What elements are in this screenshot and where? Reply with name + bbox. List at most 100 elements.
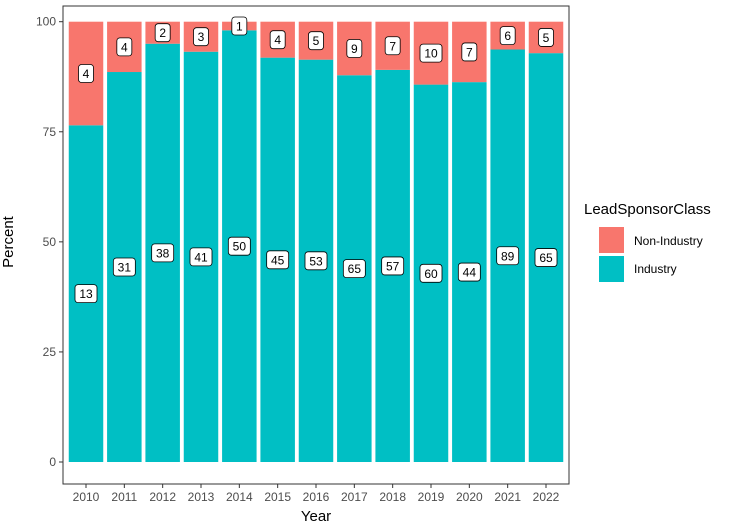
- data-label-box: [227, 236, 251, 256]
- data-label-box: [189, 247, 213, 267]
- y-tick-label: 0: [49, 455, 56, 469]
- data-label-value: 60: [424, 267, 438, 281]
- data-label-value: 4: [121, 40, 128, 54]
- y-axis: 0 25 50 75 100: [36, 15, 63, 469]
- data-label-non-industry-2012: 2: [154, 23, 171, 43]
- data-label-box: [78, 64, 94, 83]
- data-label-industry-2012: 38: [151, 243, 175, 263]
- data-label-non-industry-2022: 5: [538, 28, 554, 47]
- data-label-value: 44: [463, 266, 477, 280]
- data-label-value: 45: [271, 253, 285, 267]
- data-label-box: [116, 37, 133, 57]
- data-label-value: 65: [348, 262, 362, 276]
- data-label-value: 41: [194, 250, 208, 264]
- y-tick-label: 25: [43, 345, 57, 359]
- data-label-industry-2022: 65: [534, 248, 558, 267]
- data-label-industry-2020: 44: [457, 262, 481, 282]
- data-label-box: [419, 263, 443, 283]
- data-label-box: [74, 284, 98, 304]
- data-label-industry-2017: 65: [342, 259, 366, 279]
- y-axis-title: Percent: [0, 215, 17, 268]
- data-label-non-industry-2015: 4: [269, 30, 286, 50]
- legend-label-industry: Industry: [634, 262, 677, 276]
- data-label-non-industry-2018: 7: [384, 36, 401, 56]
- data-label-non-industry-2021: 6: [499, 26, 516, 46]
- legend-title: LeadSponsorClass: [584, 201, 711, 218]
- data-label-value: 13: [79, 287, 93, 301]
- data-label-industry-2021: 89: [496, 246, 520, 266]
- x-axis-title: Year: [301, 508, 331, 522]
- x-tick-label: 2020: [456, 490, 483, 504]
- data-label-box: [419, 43, 443, 63]
- x-tick-label: 2014: [226, 490, 253, 504]
- data-label-box: [112, 257, 136, 277]
- data-label-box: [496, 246, 520, 266]
- data-label-box: [308, 31, 324, 51]
- data-label-value: 4: [83, 67, 90, 81]
- x-tick-label: 2015: [264, 490, 291, 504]
- data-label-non-industry-2016: 5: [308, 31, 324, 51]
- data-label-value: 5: [313, 34, 320, 48]
- data-label-box: [304, 251, 328, 271]
- data-label-industry-2010: 13: [74, 284, 98, 304]
- data-label-non-industry-2010: 4: [78, 64, 94, 83]
- data-label-box: [266, 250, 290, 270]
- data-label-non-industry-2017: 9: [346, 39, 363, 58]
- data-label-non-industry-2011: 4: [116, 37, 133, 57]
- data-label-industry-2013: 41: [189, 247, 213, 267]
- x-tick-label: 2019: [418, 490, 445, 504]
- data-label-value: 38: [156, 246, 170, 260]
- data-label-box: [269, 30, 286, 50]
- data-label-non-industry-2014: 1: [231, 16, 248, 36]
- legend-label-non-industry: Non-Industry: [634, 234, 703, 248]
- data-label-non-industry-2019: 10: [419, 43, 443, 63]
- x-tick-label: 2012: [149, 490, 176, 504]
- data-label-industry-2015: 45: [266, 250, 290, 270]
- y-tick-label: 75: [43, 125, 57, 139]
- data-label-value: 7: [466, 45, 473, 59]
- data-label-non-industry-2020: 7: [461, 42, 478, 62]
- data-label-box: [342, 259, 366, 279]
- data-label-value: 1: [236, 20, 243, 34]
- x-tick-label: 2018: [379, 490, 406, 504]
- data-label-box: [154, 23, 171, 43]
- legend-swatch-non-industry: [599, 227, 624, 253]
- data-label-industry-2019: 60: [419, 263, 443, 283]
- data-label-box: [499, 26, 516, 46]
- data-label-industry-2018: 57: [381, 256, 405, 276]
- y-tick-label: 50: [43, 235, 57, 249]
- data-label-box: [461, 42, 478, 62]
- data-label-value: 7: [389, 39, 396, 53]
- data-label-value: 10: [424, 47, 438, 61]
- data-label-value: 6: [504, 29, 511, 43]
- x-tick-label: 2011: [111, 490, 137, 504]
- x-tick-label: 2016: [303, 490, 330, 504]
- data-label-value: 3: [198, 30, 205, 44]
- data-label-box: [538, 28, 554, 47]
- data-label-industry-2014: 50: [227, 236, 251, 256]
- data-label-value: 57: [386, 259, 400, 273]
- data-label-box: [384, 36, 401, 56]
- y-tick-label: 100: [36, 15, 56, 29]
- data-labels-layer: 13 4 31 4 38 2 41 3 50 1 45 4 53 5 65 9 57 7 60 10 44 7 89 6 65 5: [74, 16, 558, 304]
- x-tick-label: 2021: [494, 490, 521, 504]
- x-axis: 2010 2011 2012 2013 2014 2015 2016 2017 2018 2019…: [73, 484, 560, 504]
- data-label-value: 53: [309, 254, 323, 268]
- data-label-value: 50: [233, 240, 247, 254]
- data-label-box: [381, 256, 405, 276]
- data-label-box: [457, 262, 481, 282]
- data-label-value: 4: [274, 33, 281, 47]
- data-label-non-industry-2013: 3: [193, 27, 209, 47]
- x-tick-label: 2017: [341, 490, 368, 504]
- data-label-value: 5: [543, 31, 550, 45]
- data-label-box: [193, 27, 209, 47]
- data-label-box: [151, 243, 175, 263]
- data-label-industry-2011: 31: [112, 257, 136, 277]
- data-label-value: 31: [118, 261, 132, 275]
- x-tick-label: 2022: [533, 490, 560, 504]
- data-label-value: 9: [351, 42, 358, 56]
- data-label-box: [346, 39, 363, 58]
- data-label-box: [534, 248, 558, 267]
- data-label-value: 65: [539, 251, 553, 265]
- data-label-value: 2: [159, 26, 166, 40]
